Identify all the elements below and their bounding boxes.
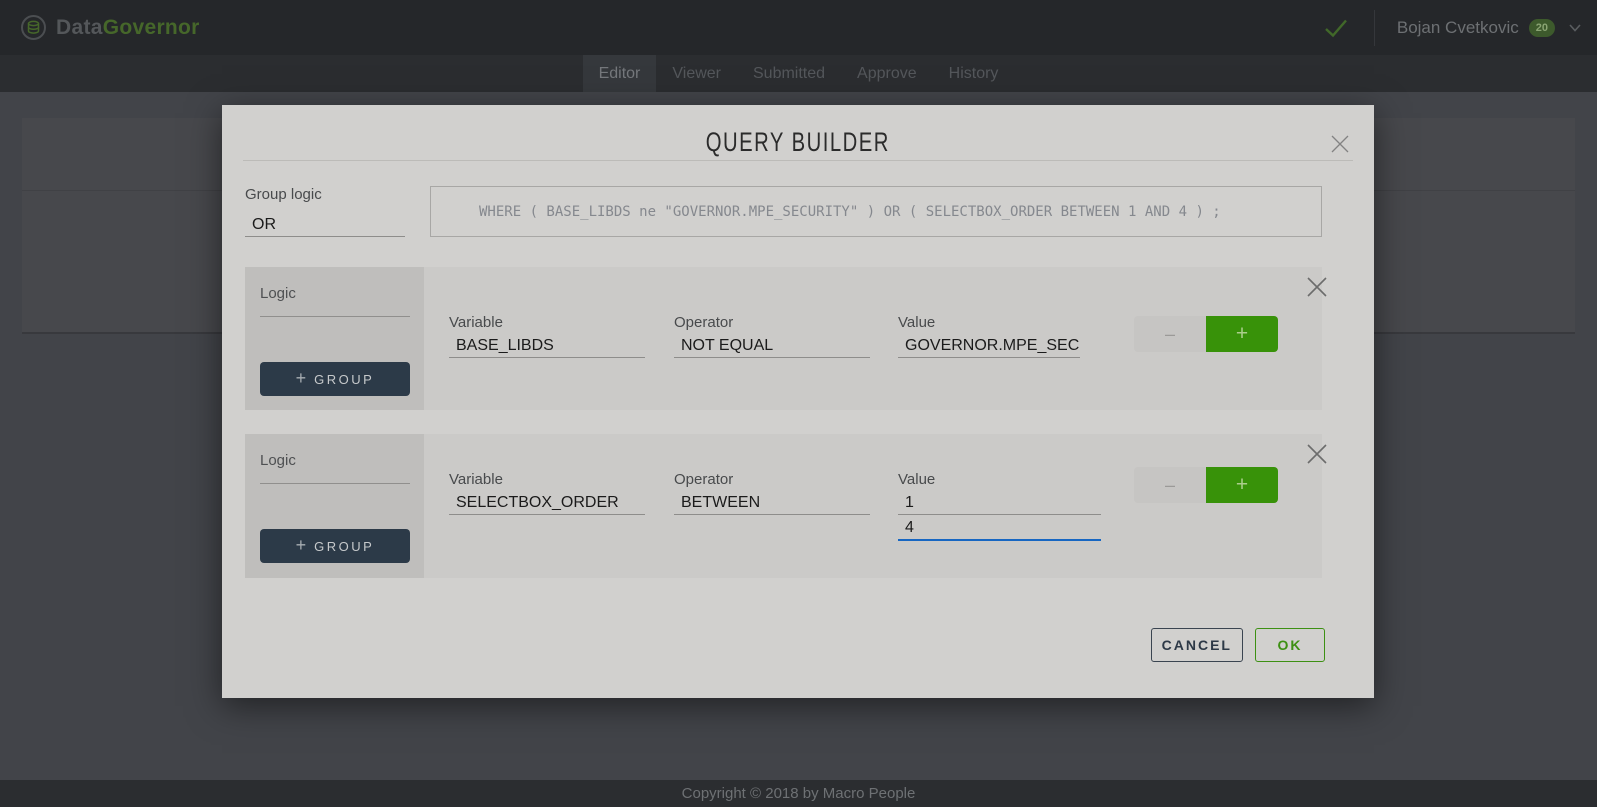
value-label: Value (898, 471, 936, 488)
tab-viewer[interactable]: Viewer (672, 64, 721, 82)
operator-field: Operator BETWEEN (674, 471, 870, 515)
operator-input[interactable]: NOT EQUAL (674, 337, 870, 358)
add-rule-button[interactable]: + (1206, 316, 1278, 352)
logic-label: Logic (260, 452, 296, 469)
remove-row-icon[interactable] (1305, 442, 1329, 466)
value-input-to[interactable]: 4 (898, 519, 1101, 541)
notification-badge: 20 (1528, 18, 1555, 37)
value-input[interactable]: GOVERNOR.MPE_SECURITY (898, 337, 1080, 358)
variable-field: Variable BASE_LIBDS (449, 314, 645, 358)
close-icon[interactable] (1328, 132, 1352, 156)
add-rule-button[interactable]: + (1206, 467, 1278, 503)
ok-button[interactable]: OK (1255, 628, 1325, 662)
value-field: Value 1 4 (898, 471, 1101, 541)
topbar-divider (1373, 9, 1375, 46)
plus-icon: + (295, 534, 307, 555)
remove-row-icon[interactable] (1305, 275, 1329, 299)
group-logic-label: Group logic (245, 186, 322, 203)
tab-editor[interactable]: Editor (582, 55, 657, 92)
remove-rule-button[interactable]: – (1134, 467, 1206, 503)
value-field: Value GOVERNOR.MPE_SECURITY (898, 314, 1080, 358)
footer: Copyright © 2018 by Macro People (0, 780, 1597, 807)
value-label: Value (898, 314, 936, 331)
operator-input[interactable]: BETWEEN (674, 494, 870, 515)
rule-count-controls: – + (1134, 316, 1278, 352)
logic-input[interactable] (260, 297, 410, 317)
tab-history[interactable]: History (948, 64, 999, 82)
variable-label: Variable (449, 471, 503, 488)
logic-panel-1: Logic + GROUP (245, 267, 424, 410)
rule-row-1: Logic + GROUP Variable BASE_LIBDS Operat… (245, 267, 1327, 410)
minus-icon: – (1164, 474, 1175, 495)
title-divider (243, 160, 1353, 161)
datagovernor-logo-icon (21, 15, 46, 40)
operator-label: Operator (674, 471, 734, 488)
plus-icon: + (1235, 322, 1249, 345)
cancel-button[interactable]: CANCEL (1150, 628, 1243, 662)
variable-input[interactable]: BASE_LIBDS (449, 337, 645, 358)
main-nav: Editor Viewer Submitted Approve History (0, 55, 1597, 92)
logic-label: Logic (260, 285, 296, 302)
operator-field: Operator NOT EQUAL (674, 314, 870, 358)
chevron-down-icon[interactable] (1569, 23, 1581, 32)
logic-input[interactable] (260, 464, 410, 484)
check-icon[interactable] (1324, 18, 1348, 38)
remove-rule-button[interactable]: – (1134, 316, 1206, 352)
operator-label: Operator (674, 314, 734, 331)
plus-icon: + (1235, 473, 1249, 496)
topbar-user-area: Bojan Cvetkovic 20 (1324, 0, 1581, 55)
query-builder-modal: QUERY BUILDER Group logic OR WHERE ( BAS… (222, 105, 1374, 698)
value-input-from[interactable]: 1 (898, 494, 1101, 515)
user-name[interactable]: Bojan Cvetkovic (1396, 17, 1519, 37)
add-group-button[interactable]: + GROUP (260, 529, 410, 563)
minus-icon: – (1164, 323, 1175, 344)
logo[interactable]: DataGovernor (20, 0, 200, 55)
modal-title: QUERY BUILDER (705, 127, 891, 157)
plus-icon: + (295, 367, 307, 388)
query-preview: WHERE ( BASE_LIBDS ne "GOVERNOR.MPE_SECU… (430, 186, 1322, 237)
tab-submitted[interactable]: Submitted (753, 64, 826, 82)
rule-row-2: Logic + GROUP Variable SELECTBOX_ORDER O… (245, 434, 1327, 578)
topbar: DataGovernor Bojan Cvetkovic 20 (0, 0, 1597, 55)
copyright-text: Copyright © 2018 by Macro People (681, 785, 916, 802)
tab-approve[interactable]: Approve (857, 64, 917, 82)
logo-text: DataGovernor (56, 15, 200, 39)
group-logic-field: Group logic OR (245, 186, 405, 237)
variable-field: Variable SELECTBOX_ORDER (449, 471, 645, 515)
rule-count-controls: – + (1134, 467, 1278, 503)
variable-label: Variable (449, 314, 503, 331)
variable-input[interactable]: SELECTBOX_ORDER (449, 494, 645, 515)
modal-actions: CANCEL OK (1150, 628, 1325, 662)
logic-panel-2: Logic + GROUP (245, 434, 424, 578)
add-group-button[interactable]: + GROUP (260, 362, 410, 396)
group-logic-input[interactable]: OR (245, 216, 405, 237)
